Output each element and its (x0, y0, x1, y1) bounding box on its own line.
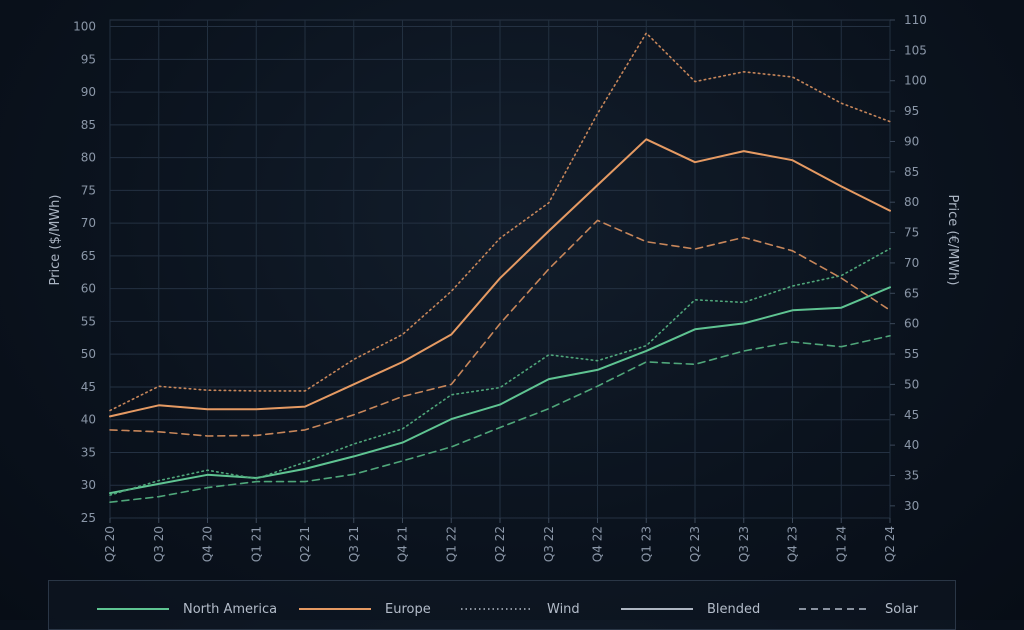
y-tick-label-right: 95 (904, 104, 919, 118)
legend-swatch (97, 608, 169, 610)
legend-swatch (299, 608, 371, 610)
x-tick-label: Q3 23 (737, 526, 751, 562)
legend-item-north-america[interactable]: North America (97, 601, 277, 617)
x-tick-label: Q1 21 (249, 526, 263, 562)
y-tick-label-right: 70 (904, 256, 919, 270)
y-tick-label-right: 60 (904, 317, 919, 331)
y-tick-label-right: 85 (904, 165, 919, 179)
series-line-north-america-0 (109, 286, 891, 495)
series-line-solar-5 (109, 334, 891, 504)
y-tick-label-left: 45 (81, 380, 96, 394)
y-tick-label-left: 50 (81, 347, 96, 361)
y-tick-label-left: 95 (81, 52, 96, 66)
y-tick-label-right: 110 (904, 13, 927, 27)
axes: 25 30 35 40 45 50 55 60 65 70 75 80 85 90 95 100 30 35 40 4… (73, 13, 927, 562)
legend-label: Europe (385, 601, 431, 617)
legend-item-europe[interactable]: Europe (299, 601, 431, 617)
y-tick-label-right: 65 (904, 286, 919, 300)
y-tick-label-left: 70 (81, 216, 96, 230)
y-tick-label-left: 60 (81, 282, 96, 296)
series-line-wind-2 (109, 32, 891, 412)
legend-label: Blended (707, 601, 761, 617)
y-tick-label-right: 80 (904, 195, 919, 209)
x-tick-label: Q2 21 (298, 526, 312, 562)
x-tick-label: Q4 21 (396, 526, 410, 562)
y-tick-label-left: 55 (81, 314, 96, 328)
series-line-wind-3 (109, 247, 891, 496)
y-tick-label-left: 35 (81, 445, 96, 459)
y-tick-label-right: 90 (904, 134, 919, 148)
x-tick-label: Q4 22 (591, 526, 605, 562)
legend-swatch (461, 608, 533, 610)
legend-item-wind[interactable]: Wind (461, 601, 580, 617)
y-tick-label-left: 25 (81, 511, 96, 525)
y-tick-label-right: 30 (904, 499, 919, 513)
y-tick-label-right: 40 (904, 438, 919, 452)
x-tick-label: Q2 23 (688, 526, 702, 562)
y-tick-label-right: 100 (904, 74, 927, 88)
y-axis-title-right: Price (€/MWh) (945, 195, 960, 286)
y-tick-label-right: 45 (904, 408, 919, 422)
y-tick-label-left: 75 (81, 183, 96, 197)
x-tick-label: Q2 24 (883, 526, 897, 562)
chart-legend: North America Europe Wind Blended Solar (48, 580, 956, 630)
legend-swatch (799, 608, 871, 610)
series-lines (109, 32, 891, 504)
y-tick-label-right: 50 (904, 377, 919, 391)
x-tick-label: Q1 23 (639, 526, 653, 562)
y-tick-label-left: 85 (81, 118, 96, 132)
legend-label: Wind (547, 601, 580, 617)
y-tick-label-left: 80 (81, 151, 96, 165)
y-tick-label-left: 65 (81, 249, 96, 263)
series-line-solar-4 (109, 219, 891, 437)
y-tick-label-right: 35 (904, 468, 919, 482)
legend-swatch (621, 608, 693, 610)
x-tick-label: Q4 20 (201, 526, 215, 562)
y-tick-label-right: 75 (904, 226, 919, 240)
legend-label: North America (183, 601, 278, 617)
x-tick-label: Q1 22 (444, 526, 458, 562)
y-tick-label-left: 90 (81, 85, 96, 99)
x-tick-label: Q3 20 (152, 526, 166, 562)
legend-item-solar[interactable]: Solar (799, 601, 918, 617)
y-tick-label-right: 55 (904, 347, 919, 361)
x-tick-label: Q3 22 (542, 526, 556, 562)
y-tick-label-left: 30 (81, 478, 96, 492)
x-tick-label: Q2 22 (493, 526, 507, 562)
x-tick-label: Q4 23 (786, 526, 800, 562)
legend-label: Solar (885, 601, 919, 617)
legend-item-blended[interactable]: Blended (621, 601, 760, 617)
y-axis-title-left: Price ($/MWh) (48, 195, 63, 286)
x-tick-label: Q1 24 (834, 526, 848, 562)
grid-lines (109, 19, 891, 519)
y-tick-label-left: 100 (73, 20, 96, 34)
y-tick-label-right: 105 (904, 43, 927, 57)
series-line-europe-1 (109, 138, 891, 418)
x-tick-label: Q3 21 (347, 526, 361, 562)
y-tick-label-left: 40 (81, 413, 96, 427)
x-tick-label: Q2 20 (103, 526, 117, 562)
